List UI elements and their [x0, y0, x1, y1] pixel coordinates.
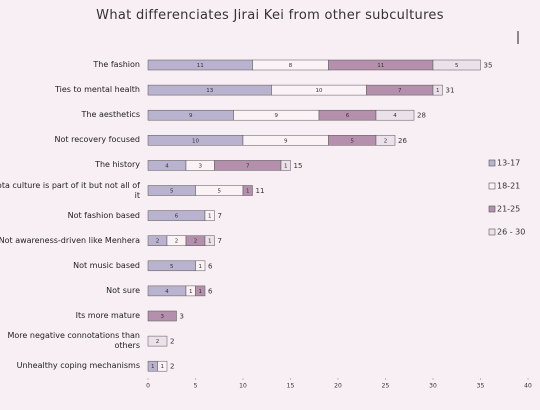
bar-segment [375, 135, 396, 146]
x-tick-label: 20 [334, 383, 342, 390]
bar-segment [375, 109, 415, 121]
segment-label: 1 [284, 163, 288, 169]
x-tick-label: 10 [239, 383, 247, 390]
segment-label: 9 [275, 113, 279, 119]
x-tick-label: 40 [524, 383, 532, 390]
total-label: 6 [208, 287, 213, 295]
category-label: The aesthetics [81, 110, 140, 120]
x-tick-label: 5 [194, 383, 198, 390]
category-label: Not recovery focused [54, 135, 140, 145]
segment-label: 10 [192, 138, 199, 144]
segment-label: 5 [170, 264, 174, 270]
category-label: Not fashion based [67, 210, 140, 220]
segment-label: 10 [316, 88, 323, 94]
category-label: Unhealthy coping mechanisms [16, 361, 140, 371]
category-label: Not sure [106, 285, 140, 295]
total-label: 35 [484, 62, 493, 70]
segment-label: 8 [289, 63, 293, 69]
legend-swatch [488, 228, 496, 236]
category-label: More negative connotations than others [7, 331, 141, 351]
segment-label: 9 [189, 113, 193, 119]
legend-label: 18-21 [497, 182, 520, 191]
segment-label: 6 [346, 113, 350, 119]
segment-label: 4 [165, 289, 169, 295]
x-tick-label: 25 [382, 383, 390, 390]
bar-segment [432, 84, 443, 96]
legend-label: 13-17 [497, 159, 520, 168]
bar-segment [147, 335, 168, 347]
segment-label: 2 [156, 339, 160, 345]
bar-segment [157, 360, 168, 372]
segment-label: 13 [206, 88, 213, 94]
total-label: 2 [170, 363, 174, 371]
total-label: 2 [170, 338, 174, 346]
category-label: The fashion [93, 60, 140, 69]
segment-label: 1 [199, 264, 203, 270]
bar-segment [242, 185, 253, 196]
chart-title: What differenciates Jirai Kei from other… [96, 8, 444, 23]
segment-label: 5 [455, 63, 459, 69]
segment-label: 5 [170, 189, 174, 195]
total-label: 6 [208, 262, 213, 270]
bar-segment [204, 210, 215, 221]
segment-label: 4 [393, 113, 397, 119]
segment-label: 11 [377, 63, 384, 69]
category-label: Ties to mental health [55, 85, 140, 95]
segment-label: 2 [156, 239, 160, 245]
segment-label: 2 [384, 138, 388, 144]
legend-label: 26 - 30 [497, 228, 525, 237]
segment-label: 9 [284, 138, 288, 144]
segment-label: 2 [194, 239, 198, 245]
bar-segment [195, 260, 206, 272]
total-label: 15 [294, 162, 303, 170]
legend-swatch [488, 182, 496, 190]
segment-label: 1 [189, 289, 193, 295]
segment-label: 1 [208, 214, 212, 220]
segment-label: 3 [199, 163, 203, 169]
legend-label: 21-25 [497, 205, 520, 214]
segment-label: 1 [151, 364, 155, 370]
category-label: Not awareness-driven like Menhera [0, 235, 140, 245]
segment-label: 7 [246, 163, 250, 169]
total-label: 31 [446, 87, 455, 95]
category-label: Vota culture is part of it but not all o… [0, 180, 140, 200]
segment-label: 7 [398, 88, 402, 94]
category-label: Its more mature [75, 311, 140, 320]
segment-label: 1 [208, 239, 212, 245]
bar-segment [195, 285, 206, 297]
total-label: 7 [218, 212, 222, 220]
bar-segment [280, 160, 291, 171]
total-label: 3 [180, 313, 184, 321]
segment-label: 4 [165, 163, 169, 169]
segment-label: 1 [161, 364, 165, 370]
segment-label: 2 [175, 239, 179, 245]
segment-label: 5 [218, 189, 222, 195]
category-label: The history [95, 160, 140, 170]
bar-segment [432, 59, 481, 71]
total-label: 11 [256, 187, 265, 195]
legend-swatch [488, 205, 496, 213]
category-label: Not music based [73, 260, 140, 270]
segment-label: 11 [197, 63, 204, 69]
bar-segment [147, 310, 177, 322]
total-label: 7 [218, 237, 222, 245]
segment-label: 6 [175, 214, 179, 220]
total-label: 26 [398, 137, 407, 145]
legend-swatch [488, 159, 496, 167]
bar-segment [204, 235, 215, 246]
x-tick-label: 35 [477, 383, 485, 390]
segment-label: 5 [351, 138, 355, 144]
x-tick-label: 15 [287, 383, 295, 390]
segment-label: 1 [436, 88, 440, 94]
segment-label: 1 [246, 189, 250, 195]
total-label: 28 [417, 112, 426, 120]
x-tick-label: 30 [429, 383, 437, 390]
segment-label: 3 [161, 314, 165, 320]
segment-label: 1 [199, 289, 203, 295]
x-tick-label: 0 [146, 383, 150, 390]
